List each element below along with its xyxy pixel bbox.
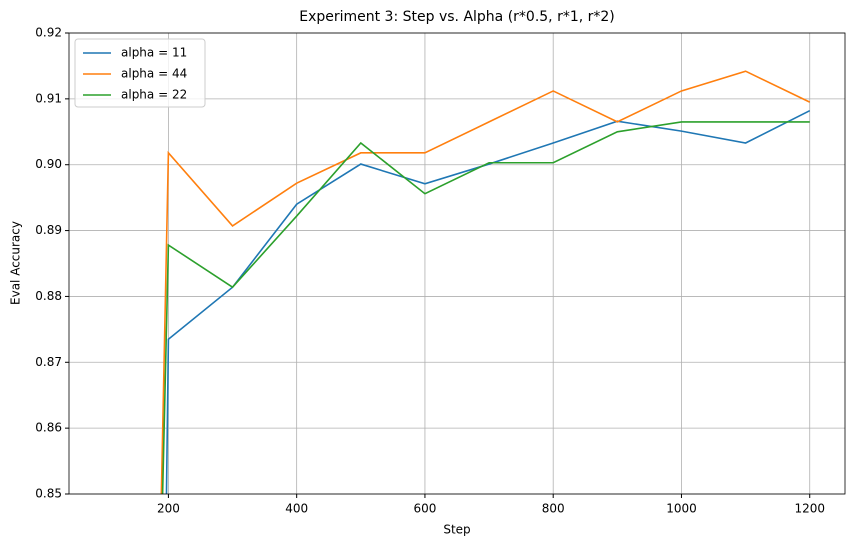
y-axis-label: Eval Accuracy [9,221,23,305]
x-tick-label: 1000 [666,502,697,516]
legend-label: alpha = 11 [121,46,187,60]
y-tick-label: 0.91 [35,91,62,105]
x-tick-label: 1200 [794,502,825,516]
legend-label: alpha = 22 [121,88,187,102]
line [165,109,811,494]
x-tick-label: 600 [413,502,436,516]
chart-title: Experiment 3: Step vs. Alpha (r*0.5, r*1… [299,9,615,25]
y-tick-label: 0.89 [35,223,62,237]
y-tick-label: 0.90 [35,157,62,171]
x-tick-label: 800 [542,502,565,516]
y-tick-label: 0.87 [35,355,62,369]
y-tick-label: 0.86 [35,421,62,435]
plot-lines [160,70,811,494]
y-tick-label: 0.92 [35,26,62,40]
line [161,121,810,494]
y-tick-label: 0.88 [35,289,62,303]
legend-label: alpha = 44 [121,67,187,81]
x-axis-label: Step [443,523,470,537]
x-tick-label: 400 [285,502,308,516]
y-tick-label: 0.85 [35,487,62,501]
line [160,70,811,494]
x-tick-label: 200 [157,502,180,516]
plot-frame [68,32,846,495]
legend-box [74,38,206,108]
